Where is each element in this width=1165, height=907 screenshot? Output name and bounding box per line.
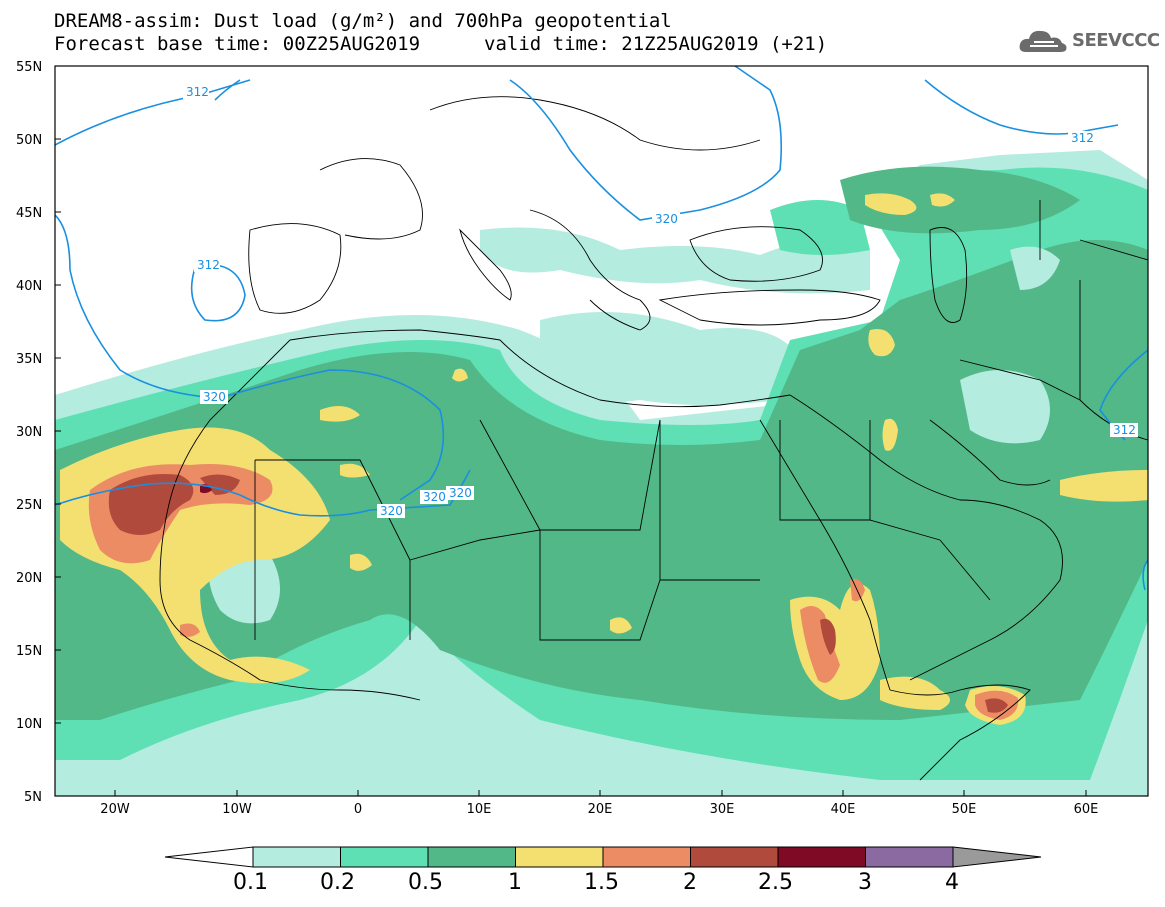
lat-label: 25N <box>16 498 42 513</box>
dust-level-0.5 <box>55 166 1148 720</box>
colorbar-label: 4 <box>945 870 959 895</box>
lon-label: 20E <box>588 802 613 817</box>
colorbar <box>164 846 1042 868</box>
colorbar-swatch <box>865 846 954 868</box>
lon-label: 30E <box>710 802 735 817</box>
colorbar-label: 0.5 <box>408 870 443 895</box>
colorbar-swatch <box>427 846 516 868</box>
contour-labels: 312 312 312 312 320 320 320 320 320 <box>183 85 1138 518</box>
cloud-icon <box>1019 30 1067 52</box>
contour-label: 320 <box>449 486 472 500</box>
lat-label: 40N <box>16 279 42 294</box>
colorbar-swatch <box>515 846 604 868</box>
lon-label: 50E <box>952 802 977 817</box>
lat-label: 30N <box>16 425 42 440</box>
lat-label: 50N <box>16 133 42 148</box>
colorbar-label: 3 <box>858 870 872 895</box>
lon-label: 40E <box>831 802 856 817</box>
logo-text: SEEVCCC <box>1072 30 1160 51</box>
lat-label: 5N <box>24 790 42 805</box>
lat-label: 20N <box>16 571 42 586</box>
colorbar-under-arrow <box>164 846 254 868</box>
colorbar-swatch <box>252 846 341 868</box>
lat-label: 15N <box>16 644 42 659</box>
colorbar-swatch <box>340 846 429 868</box>
lon-label: 20W <box>100 802 130 817</box>
lat-label: 45N <box>16 206 42 221</box>
lon-label: 10E <box>467 802 492 817</box>
forecast-base-time: Forecast base time: 00Z25AUG2019 <box>54 33 421 55</box>
colorbar-label: 0.2 <box>320 870 355 895</box>
valid-time: valid time: 21Z25AUG2019 (+21) <box>484 33 828 55</box>
colorbar-swatch <box>602 846 691 868</box>
contour-label: 312 <box>1071 131 1094 145</box>
colorbar-label: 2.5 <box>758 870 793 895</box>
geopotential-contours <box>55 66 1148 591</box>
contour-label: 312 <box>186 85 209 99</box>
longitude-labels: 20W 10W 0 10E 20E 30E 40E 50E 60E <box>100 802 1098 817</box>
colorbar-label: 1 <box>508 870 522 895</box>
map-title: DREAM8-assim: Dust load (g/m²) and 700hP… <box>54 10 672 32</box>
colorbar-swatch <box>777 846 866 868</box>
contour-label: 320 <box>380 504 403 518</box>
colorbar-label: 1.5 <box>584 870 619 895</box>
latitude-labels: 55N 50N 45N 40N 35N 30N 25N 20N 15N 10N … <box>16 60 42 805</box>
contour-label: 320 <box>203 390 226 404</box>
contour-label: 312 <box>197 258 220 272</box>
lon-label: 60E <box>1074 802 1099 817</box>
dust-level-2 <box>108 474 1008 713</box>
lat-label: 10N <box>16 717 42 732</box>
contour-label: 320 <box>655 212 678 226</box>
colorbar-swatch <box>690 846 779 868</box>
axis-ticks <box>55 65 1087 796</box>
colorbar-label: 2 <box>683 870 697 895</box>
contour-label: 320 <box>423 490 446 504</box>
seevccc-logo: SEEVCCC <box>1018 26 1160 56</box>
lon-label: 0 <box>354 802 362 817</box>
lat-label: 55N <box>16 60 42 75</box>
colorbar-label: 0.1 <box>233 870 268 895</box>
lat-label: 35N <box>16 352 42 367</box>
contour-label: 312 <box>1113 423 1136 437</box>
colorbar-over-arrow <box>952 846 1042 868</box>
lon-label: 10W <box>222 802 252 817</box>
country-borders <box>159 96 1148 781</box>
